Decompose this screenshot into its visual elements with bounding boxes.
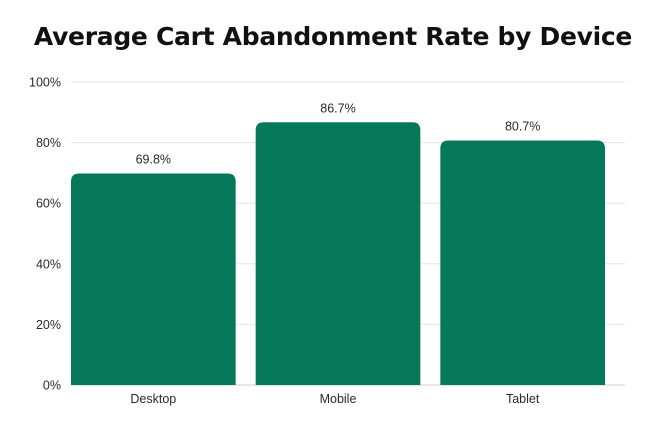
data-label: 69.8% [136,153,171,167]
bar-desktop [71,173,236,385]
y-tick-label: 100% [29,76,61,90]
x-tick-label: Desktop [130,392,176,406]
data-label: 80.7% [505,119,540,133]
y-axis-ticks: 0% 20% 40% 60% 80% 100% [29,76,61,393]
y-tick-label: 0% [43,379,61,393]
y-tick-label: 80% [36,136,61,150]
data-labels: 69.8% 86.7% 80.7% [136,101,541,166]
chart-title: Average Cart Abandonment Rate by Device [33,22,633,51]
bar-tablet [440,140,605,385]
y-tick-label: 60% [36,197,61,211]
bars [71,122,605,385]
x-tick-label: Tablet [506,392,540,406]
x-tick-label: Mobile [320,392,357,406]
y-tick-label: 40% [36,257,61,271]
y-tick-label: 20% [36,318,61,332]
x-axis-ticks: Desktop Mobile Tablet [130,392,539,406]
bar-mobile [255,122,421,385]
data-label: 86.7% [320,101,355,115]
